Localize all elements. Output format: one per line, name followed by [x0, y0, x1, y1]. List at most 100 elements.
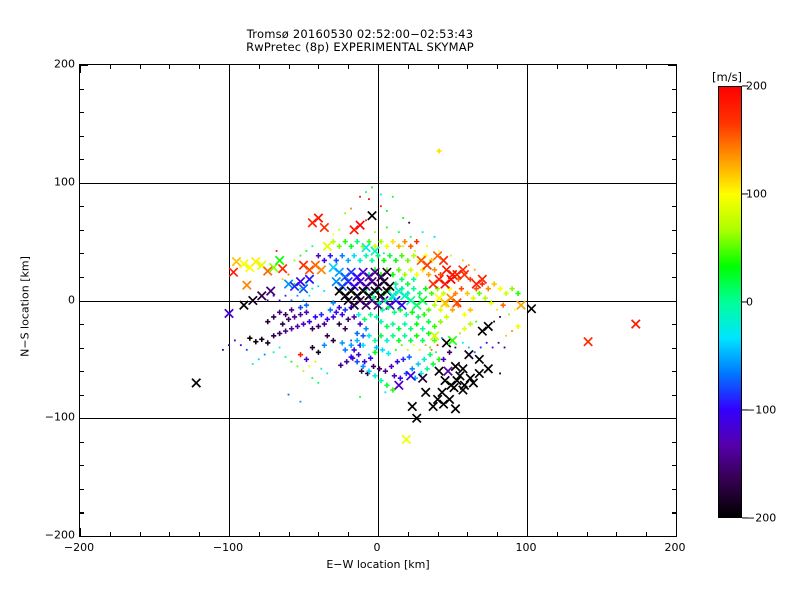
y-tick-label: −200 — [44, 528, 75, 542]
scatter-point — [447, 335, 458, 346]
scatter-point — [349, 281, 359, 292]
scatter-point — [313, 213, 324, 223]
axis-tick — [80, 206, 84, 208]
scatter-point — [370, 286, 380, 296]
scatter-point — [262, 266, 273, 276]
scatter-point — [426, 271, 432, 278]
scatter-point — [414, 321, 420, 327]
scatter-point — [291, 314, 298, 320]
scatter-point — [354, 330, 360, 337]
scatter-point — [435, 286, 441, 292]
scatter-point — [509, 286, 515, 292]
scatter-point — [394, 348, 397, 351]
scatter-point — [310, 260, 321, 270]
axis-tick — [80, 276, 84, 279]
scatter-point — [307, 217, 318, 228]
axis-tick — [672, 253, 676, 255]
scatter-point — [430, 361, 436, 367]
scatter-point — [294, 323, 301, 330]
axis-tick — [229, 528, 231, 536]
scatter-point — [443, 366, 453, 376]
scatter-point — [303, 356, 310, 362]
scatter-point — [630, 319, 641, 329]
scatter-point — [421, 231, 424, 234]
scatter-point — [474, 368, 485, 379]
scatter-point — [315, 349, 321, 355]
axis-tick — [668, 65, 676, 67]
scatter-point — [360, 342, 366, 348]
scatter-point — [265, 319, 271, 325]
scatter-point — [283, 312, 289, 318]
scatter-point — [429, 290, 435, 297]
scatter-point — [379, 307, 386, 313]
axis-tick — [80, 253, 84, 255]
scatter-point — [349, 300, 359, 311]
scatter-point — [405, 281, 411, 287]
scatter-point — [397, 307, 403, 313]
scatter-point — [251, 363, 254, 365]
axis-tick — [80, 135, 84, 137]
scatter-point — [436, 356, 442, 362]
scatter-point — [503, 346, 506, 349]
scatter-point — [277, 330, 283, 337]
scatter-point — [411, 286, 417, 292]
scatter-point — [416, 255, 427, 266]
scatter-point — [381, 257, 387, 264]
axis-tick — [109, 65, 111, 69]
scatter-point — [349, 225, 359, 235]
axis-tick — [348, 65, 350, 69]
scatter-point — [464, 349, 474, 360]
x-tick-label: 200 — [664, 541, 686, 554]
scatter-point — [304, 274, 315, 285]
scatter-point — [330, 300, 336, 306]
scatter-point — [446, 286, 453, 292]
scatter-point — [370, 267, 380, 278]
scatter-point — [414, 239, 420, 245]
scatter-point — [382, 252, 385, 255]
axis-tick — [258, 532, 260, 536]
scatter-point — [467, 321, 473, 327]
scatter-point — [355, 276, 365, 287]
scatter-point — [358, 267, 368, 278]
y-tick-label: −100 — [44, 410, 75, 424]
axis-tick — [80, 65, 88, 67]
axis-tick — [199, 65, 201, 69]
scatter-point — [277, 263, 288, 274]
scatter-point — [360, 363, 366, 370]
scatter-point — [378, 239, 384, 245]
scatter-point — [372, 349, 378, 355]
plot-frame — [79, 64, 678, 538]
scatter-point — [308, 294, 311, 297]
axis-tick — [586, 532, 588, 536]
axis-tick — [556, 532, 558, 536]
scatter-point — [514, 308, 516, 311]
scatter-point — [373, 314, 380, 320]
scatter-point — [391, 195, 394, 198]
scatter-point — [433, 235, 436, 238]
scatter-point — [346, 286, 356, 296]
scatter-point — [337, 281, 348, 292]
scatter-point — [376, 366, 383, 372]
scatter-point — [526, 303, 537, 314]
scatter-point — [316, 265, 327, 275]
scatter-point — [385, 210, 388, 212]
scatter-point — [233, 339, 236, 342]
scatter-point — [432, 323, 438, 330]
scatter-point — [287, 273, 290, 276]
scatter-point — [477, 326, 488, 336]
scatter-point — [272, 294, 275, 297]
axis-tick — [672, 394, 676, 396]
axis-tick — [616, 65, 618, 69]
scatter-point — [470, 295, 476, 301]
scatter-point — [473, 286, 479, 292]
scatter-point — [352, 290, 362, 301]
axis-tick — [672, 135, 676, 137]
scatter-point — [357, 321, 363, 327]
scatter-point — [503, 290, 509, 297]
scatter-point — [409, 235, 412, 238]
scatter-point — [388, 363, 395, 370]
scatter-point — [441, 337, 443, 339]
scatter-point — [342, 326, 348, 332]
scatter-point — [450, 254, 452, 257]
axis-tick — [80, 488, 84, 490]
